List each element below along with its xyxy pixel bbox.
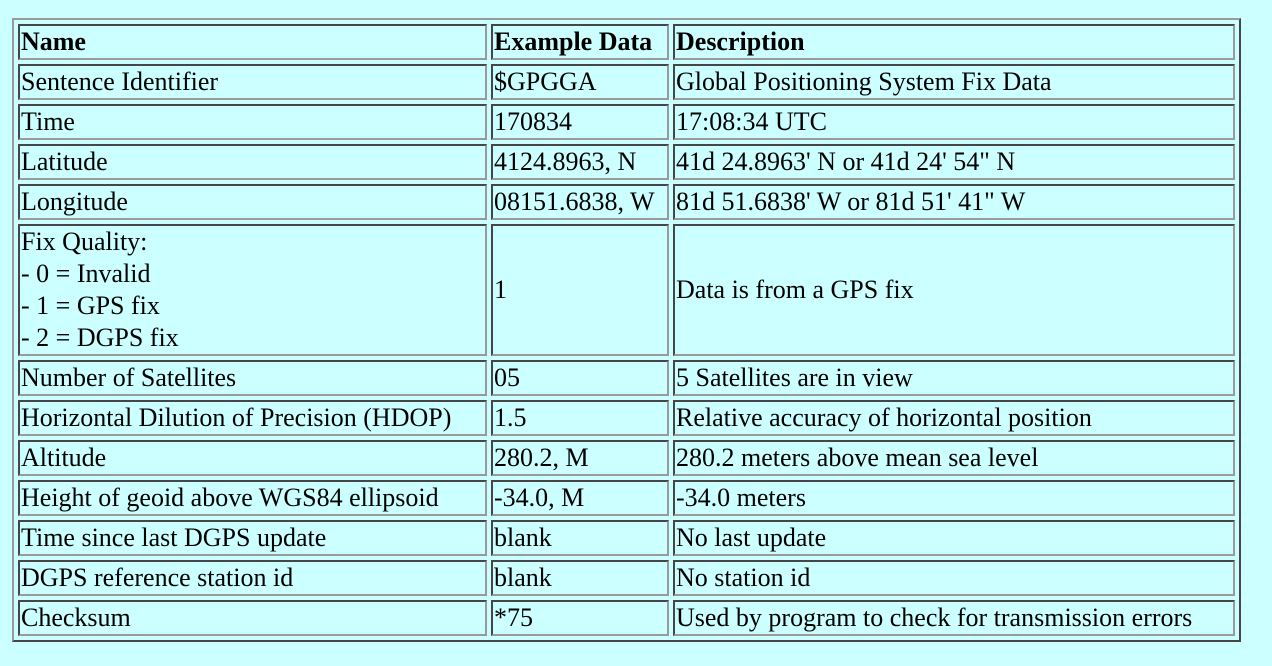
table-row: Number of Satellites 05 5 Satellites are… <box>18 360 1235 396</box>
fix-quality-option: - 0 = Invalid <box>21 259 151 288</box>
cell-description: No last update <box>673 520 1235 556</box>
cell-description: No station id <box>673 560 1235 596</box>
cell-description: 81d 51.6838' W or 81d 51' 41" W <box>673 184 1235 220</box>
cell-description: 41d 24.8963' N or 41d 24' 54" N <box>673 144 1235 180</box>
cell-example: 4124.8963, N <box>491 144 669 180</box>
column-header-name: Name <box>18 24 487 60</box>
cell-name: Height of geoid above WGS84 ellipsoid <box>18 480 487 516</box>
cell-example: 1.5 <box>491 400 669 436</box>
column-header-description: Description <box>673 24 1235 60</box>
cell-description: 280.2 meters above mean sea level <box>673 440 1235 476</box>
cell-example: blank <box>491 560 669 596</box>
table-row: Height of geoid above WGS84 ellipsoid -3… <box>18 480 1235 516</box>
cell-example: *75 <box>491 600 669 636</box>
cell-name: Sentence Identifier <box>18 64 487 100</box>
cell-name: Altitude <box>18 440 487 476</box>
cell-example: 170834 <box>491 104 669 140</box>
fix-quality-option: - 1 = GPS fix <box>21 291 160 320</box>
cell-example: 280.2, M <box>491 440 669 476</box>
cell-name: Fix Quality: - 0 = Invalid - 1 = GPS fix… <box>18 224 487 356</box>
fix-quality-option: - 2 = DGPS fix <box>21 323 179 352</box>
table-row: Sentence Identifier $GPGGA Global Positi… <box>18 64 1235 100</box>
cell-name: Time since last DGPS update <box>18 520 487 556</box>
column-header-example-data: Example Data <box>491 24 669 60</box>
table-row: DGPS reference station id blank No stati… <box>18 560 1235 596</box>
gpgga-fields-table: Name Example Data Description Sentence I… <box>12 18 1241 642</box>
table-row: Altitude 280.2, M 280.2 meters above mea… <box>18 440 1235 476</box>
cell-name: Time <box>18 104 487 140</box>
cell-name: DGPS reference station id <box>18 560 487 596</box>
table-row: Latitude 4124.8963, N 41d 24.8963' N or … <box>18 144 1235 180</box>
cell-name: Longitude <box>18 184 487 220</box>
cell-name: Latitude <box>18 144 487 180</box>
cell-description: -34.0 meters <box>673 480 1235 516</box>
table-header-row: Name Example Data Description <box>18 24 1235 60</box>
cell-description: Relative accuracy of horizontal position <box>673 400 1235 436</box>
table-row: Time 170834 17:08:34 UTC <box>18 104 1235 140</box>
cell-name: Number of Satellites <box>18 360 487 396</box>
cell-example: $GPGGA <box>491 64 669 100</box>
cell-example: -34.0, M <box>491 480 669 516</box>
cell-description: Global Positioning System Fix Data <box>673 64 1235 100</box>
cell-description: 17:08:34 UTC <box>673 104 1235 140</box>
table-row: Checksum *75 Used by program to check fo… <box>18 600 1235 636</box>
table-row: Time since last DGPS update blank No las… <box>18 520 1235 556</box>
table-row: Fix Quality: - 0 = Invalid - 1 = GPS fix… <box>18 224 1235 356</box>
cell-example: blank <box>491 520 669 556</box>
cell-name: Checksum <box>18 600 487 636</box>
cell-example: 08151.6838, W <box>491 184 669 220</box>
cell-example: 05 <box>491 360 669 396</box>
fix-quality-title: Fix Quality: <box>21 227 148 256</box>
cell-description: Data is from a GPS fix <box>673 224 1235 356</box>
cell-example: 1 <box>491 224 669 356</box>
table-row: Longitude 08151.6838, W 81d 51.6838' W o… <box>18 184 1235 220</box>
cell-name: Horizontal Dilution of Precision (HDOP) <box>18 400 487 436</box>
cell-description: 5 Satellites are in view <box>673 360 1235 396</box>
cell-description: Used by program to check for transmissio… <box>673 600 1235 636</box>
table-row: Horizontal Dilution of Precision (HDOP) … <box>18 400 1235 436</box>
page: Name Example Data Description Sentence I… <box>12 18 1241 642</box>
